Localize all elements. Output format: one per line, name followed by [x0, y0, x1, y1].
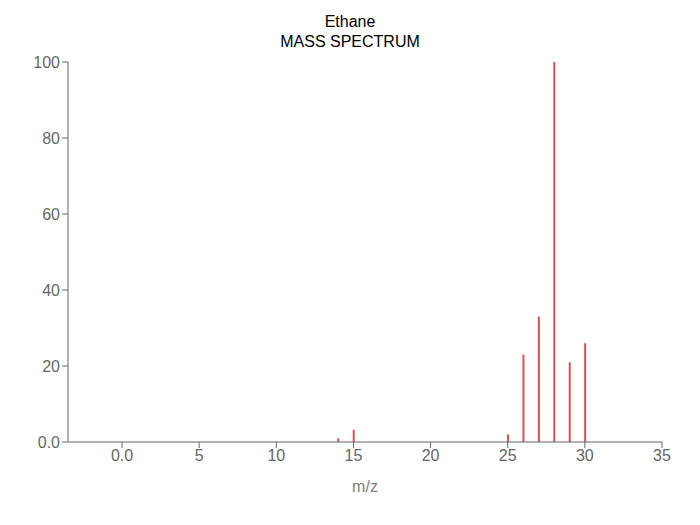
- svg-text:100: 100: [33, 54, 60, 71]
- svg-text:5: 5: [195, 447, 204, 464]
- svg-text:10: 10: [267, 447, 285, 464]
- svg-text:20: 20: [422, 447, 440, 464]
- svg-text:30: 30: [576, 447, 594, 464]
- svg-text:40: 40: [42, 282, 60, 299]
- svg-text:60: 60: [42, 206, 60, 223]
- svg-text:0.0: 0.0: [38, 434, 60, 451]
- svg-text:20: 20: [42, 358, 60, 375]
- svg-text:15: 15: [345, 447, 363, 464]
- svg-text:25: 25: [499, 447, 517, 464]
- html-text:MASS SPECTRUM: MASS SPECTRUM: [280, 33, 420, 50]
- svg-text:0.0: 0.0: [111, 447, 133, 464]
- svg-text:35: 35: [653, 447, 671, 464]
- svg-text:80: 80: [42, 130, 60, 147]
- html-text:Ethane: Ethane: [324, 13, 376, 30]
- svg-text:m/z: m/z: [352, 478, 378, 495]
